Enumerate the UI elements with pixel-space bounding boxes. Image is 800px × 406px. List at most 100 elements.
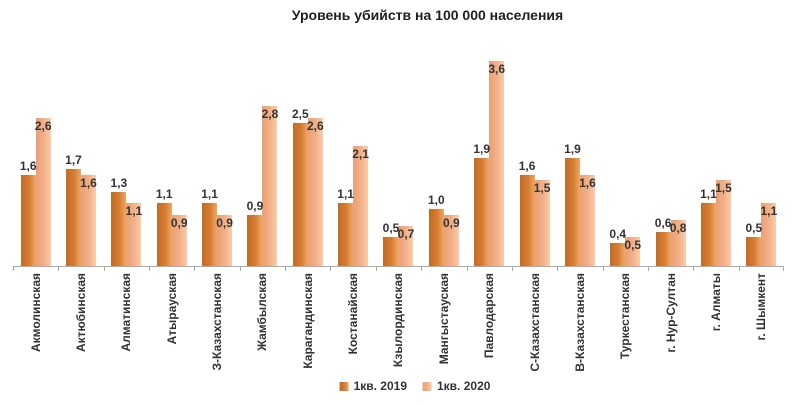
bar-series1 [383,237,399,266]
category-group: 2,5 2,6 Карагандинская [285,0,330,369]
category-group: 1,6 2,6 Акмолинская [13,0,58,352]
bar-series1 [746,237,762,266]
bar-series1 [292,123,308,266]
value-label: 1,1 [155,187,173,201]
bar-series1 [111,192,127,266]
axis-tick [693,267,695,271]
value-label: 1,6 [80,176,97,190]
value-label: 1,9 [564,142,581,156]
value-label: 2,1 [352,147,369,161]
axis-tick [647,267,649,271]
value-label: 1,5 [715,181,732,195]
value-label: 2,8 [261,107,279,121]
value-label: 0,9 [246,199,264,213]
category-label: Атырауская [164,273,179,345]
category-group: 0,5 1,1 г. Шымкент [738,0,784,340]
value-label: 1,1 [125,204,143,218]
value-label: 0,4 [609,227,627,241]
bar-series2 [625,237,641,266]
category-label: Акмолинская [28,273,43,353]
axis-tick [375,267,377,271]
value-label: 0,7 [397,227,415,241]
bar-series2 [353,146,369,266]
bar-series2 [35,118,51,266]
legend: 1кв. 2019 1кв. 2020 [339,379,490,393]
legend-item-series2: 1кв. 2020 [423,379,490,393]
legend-marker [339,381,349,391]
bar-series2 [579,175,595,266]
category-group: 1,1 2,1 Костанайская [330,0,375,354]
category-group: 1,6 1,5 С-Казахстанская [511,0,557,372]
category-label: Алматинская [119,273,134,352]
bar-series2 [715,180,731,266]
bar-series2 [126,203,142,266]
category-label: Кзылординская [391,273,406,368]
axis-tick [557,267,559,271]
bar-series2 [217,215,233,266]
value-label: 1,9 [473,142,491,156]
bar-series1 [338,203,354,266]
category-label: Костанайская [346,273,361,355]
bar-series1 [20,175,36,266]
bar-series1 [610,243,626,266]
axis-tick [421,267,423,271]
value-label: 2,6 [34,119,52,133]
legend-item-series1: 1кв. 2019 [339,379,407,393]
category-label: З-Казахстанская [210,273,225,371]
bar-series1 [519,175,535,266]
axis-tick [602,267,604,271]
category-label: В-Казахстанская [572,273,587,372]
axis-tick [285,267,287,271]
bar-series1 [655,232,671,266]
legend-label: 1кв. 2020 [437,379,491,393]
value-label: 0,9 [216,216,233,230]
bar-series1 [156,203,172,266]
bar-series2 [761,203,777,266]
category-label: Карагандинская [300,273,315,369]
value-label: 1,6 [19,159,37,173]
category-label: г. Нур-Султан [663,273,678,353]
category-group: 0,6 0,8 г. Нур-Султан [647,0,693,353]
axis-tick [239,267,241,271]
value-label: 2,5 [291,107,309,121]
axis-tick [149,267,151,271]
bar-series2 [398,226,414,266]
value-label: 0,5 [624,238,642,252]
bar-series2 [81,175,97,266]
bar-series1 [474,158,490,266]
value-label: 1,6 [579,176,596,190]
category-label: г. Шымкент [754,273,769,341]
plot-area: 1,6 2,6 Акмолинская 1,7 1,6 Актюбинская 1,3 1,1… [13,0,784,372]
category-label: Туркестанская [618,273,633,360]
category-group: 1,7 1,6 Актюбинская [58,0,103,352]
bar-series1 [66,169,82,266]
value-label: 1,1 [201,187,218,201]
axis-tick [13,267,14,271]
axis-tick [738,267,740,271]
bar-series2 [443,215,459,266]
axis-tick [330,267,332,271]
value-label: 0,5 [382,221,400,235]
value-label: 3,6 [488,62,506,76]
category-group: 1,1 0,9 З-Казахстанская [194,0,239,371]
axis-tick [466,267,468,271]
value-label: 0,5 [745,221,763,235]
legend-marker [423,381,432,391]
bar-series1 [564,158,580,266]
bar-series2 [171,215,187,266]
category-label: Мангыстауская [436,273,451,365]
value-label: 0,8 [669,221,687,235]
category-group: 1,1 1,5 г. Алматы [693,0,738,331]
category-group: 1,1 0,9 Атырауская [149,0,194,344]
category-group: 0,5 0,7 Кзылординская [375,0,421,367]
bar-series1 [202,203,218,266]
bar-series1 [247,215,263,266]
category-label: С-Казахстанская [527,273,542,372]
category-group: 1,9 3,6 Павлодарская [466,0,512,358]
value-label: 0,6 [654,216,672,230]
value-label: 1,6 [518,159,536,173]
category-group: 1,9 1,6 В-Казахстанская [557,0,602,372]
category-label: Жамбылская [255,273,270,351]
value-label: 1,1 [760,204,778,218]
axis-tick [103,267,105,271]
